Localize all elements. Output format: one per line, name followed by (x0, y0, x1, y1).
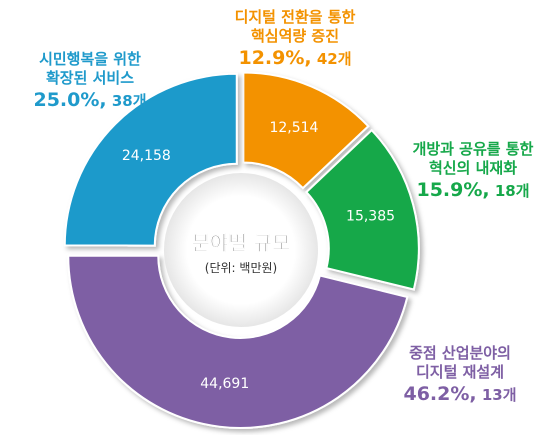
category-name-line: 확장된 서비스 (45, 69, 135, 87)
slice-0 (242, 71, 370, 190)
category-count: 38개 (106, 92, 147, 110)
category-name-line: 디지털 전환을 통한 (234, 8, 356, 26)
category-percent: 12.9%, (238, 47, 312, 69)
category-count: 13개 (476, 386, 517, 404)
category-percent: 46.2%, (403, 383, 477, 405)
category-callout-3: 시민행복을 위한 확장된 서비스 25.0%, 38개 (5, 50, 175, 111)
category-percent: 25.0%, (33, 89, 107, 111)
category-name-line: 시민행복을 위한 (39, 50, 141, 68)
category-stats: 12.9%, 42개 (215, 49, 375, 69)
category-stats: 46.2%, 13개 (380, 385, 540, 405)
slice-value-label-1: 15,385 (346, 209, 395, 225)
category-count: 18개 (489, 182, 530, 200)
category-name-line: 중점 산업분야의 (409, 344, 511, 362)
category-percent: 15.9%, (416, 179, 490, 201)
category-name-line: 개방과 공유를 통한 (412, 140, 534, 158)
slice-value-label-0: 12,514 (269, 120, 318, 136)
category-stats: 15.9%, 18개 (393, 181, 553, 201)
category-count: 42개 (311, 50, 352, 68)
slice-1 (304, 128, 420, 291)
slice-2 (67, 254, 409, 429)
chart-title: 분야별 규모 (192, 231, 291, 255)
category-name-line: 핵심역량 증진 (250, 27, 340, 45)
slices-group (63, 71, 420, 429)
category-name-line: 디지털 재설계 (415, 363, 505, 381)
slice-value-label-2: 44,691 (200, 376, 249, 392)
category-callout-1: 개방과 공유를 통한 혁신의 내재화 15.9%, 18개 (393, 140, 553, 201)
slice-value-label-3: 24,158 (122, 148, 171, 164)
category-stats: 25.0%, 38개 (5, 91, 175, 111)
category-callout-0: 디지털 전환을 통한 핵심역량 증진 12.9%, 42개 (215, 8, 375, 69)
category-callout-2: 중점 산업분야의 디지털 재설계 46.2%, 13개 (380, 344, 540, 405)
donut-hole (164, 173, 318, 327)
category-name-line: 혁신의 내재화 (428, 159, 518, 177)
value-labels-group: 12,514 15,385 44,691 24,158 (122, 120, 395, 392)
chart-subtitle: (단위: 백만원) (205, 261, 277, 275)
slice-3 (63, 72, 238, 247)
